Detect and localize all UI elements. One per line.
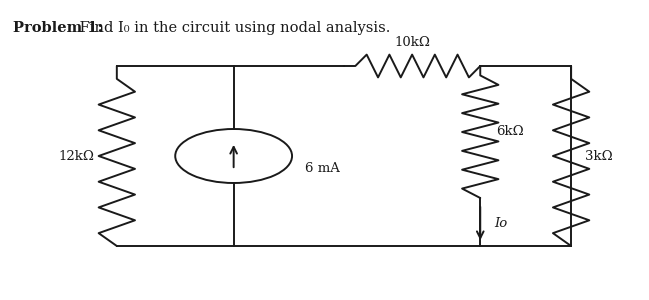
Text: Io: Io bbox=[495, 217, 508, 230]
Text: 6 mA: 6 mA bbox=[305, 161, 340, 175]
Text: Problem 1:: Problem 1: bbox=[13, 21, 103, 35]
Text: 12kΩ: 12kΩ bbox=[58, 149, 94, 163]
Text: 6kΩ: 6kΩ bbox=[496, 125, 524, 139]
Text: Find I₀ in the circuit using nodal analysis.: Find I₀ in the circuit using nodal analy… bbox=[75, 21, 390, 35]
Text: 10kΩ: 10kΩ bbox=[394, 37, 430, 50]
Text: 3kΩ: 3kΩ bbox=[585, 149, 613, 163]
